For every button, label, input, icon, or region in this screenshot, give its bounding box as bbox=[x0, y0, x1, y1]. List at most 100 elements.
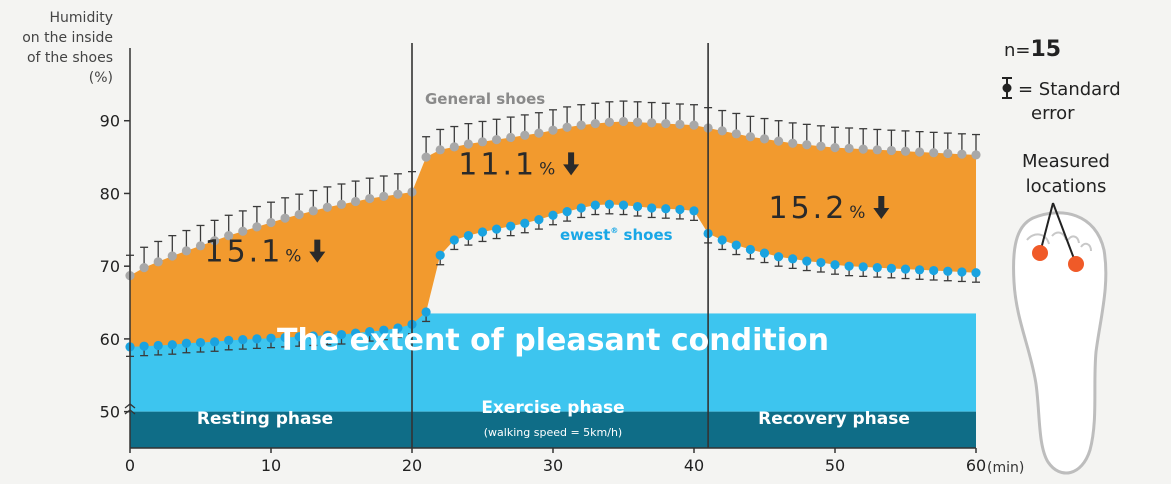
x-tick-label: 60 bbox=[966, 456, 986, 475]
data-point-ewest-shoes bbox=[731, 240, 741, 250]
reduction-unit-3: % bbox=[849, 203, 865, 223]
label-layer: 15.1 %11.1 %15.2% bbox=[205, 147, 890, 270]
data-point-general-shoes bbox=[929, 148, 939, 158]
axes-layer: 50 60 70 80 90 0 10 20 30 40 50 60 bbox=[100, 43, 986, 475]
pleasant-band-label: The extent of pleasant condition bbox=[277, 323, 829, 358]
phase-label-resting: Resting phase bbox=[197, 409, 333, 429]
data-point-ewest-shoes bbox=[477, 227, 488, 237]
data-point-ewest-shoes bbox=[167, 340, 177, 350]
data-point-general-shoes bbox=[675, 119, 685, 129]
data-point-general-shoes bbox=[210, 236, 220, 246]
data-point-ewest-shoes bbox=[957, 267, 967, 277]
data-point-general-shoes bbox=[224, 231, 234, 241]
data-point-general-shoes bbox=[858, 144, 868, 154]
data-point-general-shoes bbox=[534, 128, 544, 138]
data-point-general-shoes bbox=[745, 132, 756, 142]
data-point-general-shoes bbox=[266, 217, 276, 228]
data-point-general-shoes bbox=[915, 147, 925, 157]
data-point-ewest-shoes bbox=[224, 335, 234, 345]
x-tick-label: 20 bbox=[402, 456, 422, 475]
data-point-ewest-shoes bbox=[774, 252, 784, 262]
data-point-ewest-shoes bbox=[647, 203, 657, 213]
data-point-ewest-shoes bbox=[294, 332, 304, 342]
series-label-general-shoes: General shoes bbox=[425, 90, 545, 108]
data-point-general-shoes bbox=[830, 143, 840, 153]
down-arrow-icon bbox=[873, 196, 890, 219]
phase-label-exercise: Exercise phase bbox=[481, 398, 624, 418]
phase-base-band bbox=[130, 411, 976, 448]
data-point-ewest-shoes bbox=[675, 204, 685, 215]
data-point-ewest-shoes bbox=[759, 248, 770, 258]
data-point-general-shoes bbox=[548, 125, 558, 135]
data-point-ewest-shoes bbox=[492, 224, 502, 234]
data-point-ewest-shoes bbox=[900, 264, 911, 274]
y-tick-label: 60 bbox=[100, 330, 120, 349]
difference-fill-layer bbox=[130, 121, 976, 347]
data-point-general-shoes bbox=[562, 122, 572, 132]
data-point-ewest-shoes bbox=[745, 244, 756, 255]
phase-label-recovery: Recovery phase bbox=[758, 409, 910, 429]
data-point-ewest-shoes bbox=[590, 200, 600, 210]
reduction-value-2: 11.1 bbox=[458, 147, 537, 182]
data-point-ewest-shoes bbox=[548, 210, 558, 220]
data-point-general-shoes bbox=[492, 135, 502, 145]
data-point-general-shoes bbox=[759, 134, 770, 144]
foot-outline-icon bbox=[1012, 211, 1108, 475]
data-point-general-shoes bbox=[633, 117, 643, 127]
measured-locations-label-line-2: locations bbox=[1026, 176, 1107, 197]
data-point-general-shoes bbox=[886, 145, 897, 156]
data-point-general-shoes bbox=[379, 191, 389, 201]
data-point-ewest-shoes bbox=[421, 307, 431, 317]
data-point-general-shoes bbox=[463, 139, 473, 149]
data-point-general-shoes bbox=[788, 138, 798, 148]
data-point-ewest-shoes bbox=[858, 262, 868, 272]
data-point-ewest-shoes bbox=[195, 337, 206, 348]
standard-error-label-line-1: = Standard bbox=[1018, 79, 1121, 100]
down-arrow-icon bbox=[309, 239, 326, 263]
data-point-ewest-shoes bbox=[562, 207, 572, 217]
data-point-general-shoes bbox=[731, 129, 741, 139]
data-point-general-shoes bbox=[971, 150, 981, 160]
data-point-ewest-shoes bbox=[506, 221, 516, 231]
data-point-general-shoes bbox=[393, 189, 403, 199]
data-point-general-shoes bbox=[506, 132, 516, 143]
y-axis-title-line-2: on the inside bbox=[22, 30, 113, 46]
axis-break-icon bbox=[124, 403, 136, 415]
data-point-general-shoes bbox=[618, 116, 629, 127]
data-point-general-shoes bbox=[477, 137, 488, 147]
phase-sublabel-exercise: (walking speed = 5km/h) bbox=[484, 426, 622, 439]
y-tick-label: 80 bbox=[100, 184, 120, 203]
data-point-ewest-shoes bbox=[633, 201, 643, 212]
x-tick-label: 0 bbox=[125, 456, 135, 475]
data-point-general-shoes bbox=[238, 226, 248, 236]
pointer-line-1 bbox=[1039, 202, 1054, 254]
y-axis-title-line-1: Humidity bbox=[50, 10, 113, 26]
data-point-ewest-shoes bbox=[886, 263, 897, 273]
data-point-general-shoes bbox=[844, 143, 854, 153]
data-point-general-shoes bbox=[435, 145, 445, 155]
series-label-ewest-shoes: ewest® shoes bbox=[560, 226, 673, 244]
data-point-ewest-shoes bbox=[830, 260, 840, 270]
data-point-ewest-shoes bbox=[971, 268, 981, 278]
data-point-general-shoes bbox=[802, 140, 812, 150]
data-point-general-shoes bbox=[900, 146, 911, 156]
x-tick-label: 40 bbox=[684, 456, 704, 475]
x-tick-label: 30 bbox=[543, 456, 563, 475]
y-axis-title-line-3: of the shoes bbox=[27, 50, 113, 66]
data-point-ewest-shoes bbox=[153, 340, 163, 351]
data-point-general-shoes bbox=[943, 148, 953, 159]
data-point-general-shoes bbox=[153, 257, 163, 267]
data-point-ewest-shoes bbox=[534, 215, 544, 225]
data-point-ewest-shoes bbox=[844, 261, 854, 271]
data-point-ewest-shoes bbox=[576, 203, 586, 213]
data-point-general-shoes bbox=[520, 130, 530, 140]
data-point-ewest-shoes bbox=[280, 332, 290, 343]
data-point-general-shoes bbox=[717, 126, 727, 136]
data-point-general-shoes bbox=[957, 149, 967, 159]
data-point-ewest-shoes bbox=[816, 257, 826, 268]
data-point-general-shoes bbox=[774, 136, 784, 146]
measured-locations-label-line-1: Measured bbox=[1022, 151, 1110, 172]
data-point-general-shoes bbox=[661, 119, 671, 129]
